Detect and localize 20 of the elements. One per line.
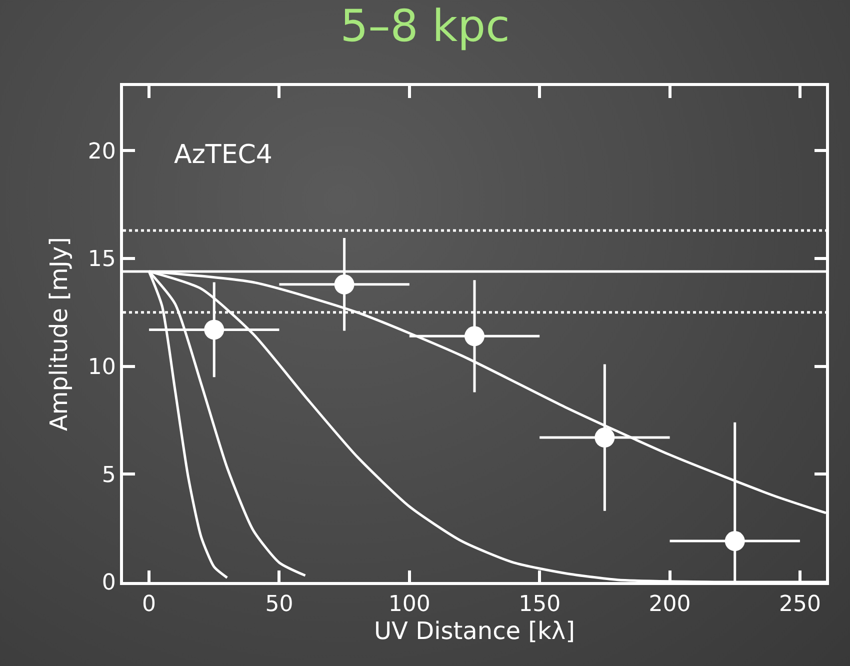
x-tick-label: 200 <box>648 592 691 618</box>
point <box>594 428 615 448</box>
y-tick-label: 0 <box>102 570 116 596</box>
y-tick-label: 5 <box>102 462 116 488</box>
y-tick-label: 10 <box>88 355 116 380</box>
annotation: AzTEC4 <box>174 140 272 170</box>
x-axis-title: UV Distance [kλ] <box>374 617 576 646</box>
x-tick-label: 0 <box>142 592 156 618</box>
point <box>334 274 354 294</box>
x-tick-label: 50 <box>265 592 294 618</box>
point <box>204 320 224 340</box>
point <box>464 326 484 346</box>
x-tick-label: 150 <box>518 592 561 618</box>
x-tick-label: 250 <box>778 592 821 618</box>
y-tick-label: 20 <box>88 139 116 164</box>
point <box>724 531 745 552</box>
y-axis-title: Amplitude [mJy] <box>44 236 73 432</box>
y-tick-label: 15 <box>88 247 116 272</box>
x-tick-label: 100 <box>388 592 430 618</box>
chart-title: 5–8 kpc <box>340 0 510 52</box>
